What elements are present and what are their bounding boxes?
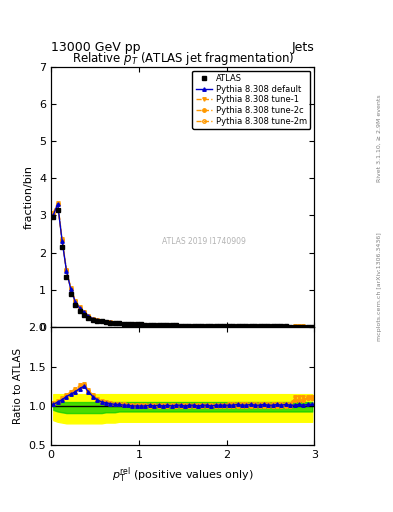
Pythia 8.308 tune-2m [305, 324, 310, 330]
Pythia 8.308 tune-1 [55, 200, 60, 206]
Pythia 8.308 tune-2c [55, 201, 60, 207]
Pythia 8.308 default [143, 322, 148, 328]
Line: Pythia 8.308 default: Pythia 8.308 default [51, 202, 314, 328]
ATLAS [310, 324, 314, 330]
Text: Rivet 3.1.10, ≥ 2.9M events: Rivet 3.1.10, ≥ 2.9M events [377, 94, 382, 182]
Pythia 8.308 default [310, 324, 314, 330]
Pythia 8.308 tune-2m [55, 201, 60, 207]
Pythia 8.308 default [139, 322, 143, 328]
Pythia 8.308 tune-2m [143, 322, 148, 328]
X-axis label: $p_{\rm T}^{\rm rel}$ (positive values only): $p_{\rm T}^{\rm rel}$ (positive values o… [112, 466, 253, 485]
Pythia 8.308 tune-2c [139, 322, 143, 328]
ATLAS [139, 322, 143, 328]
ATLAS [99, 318, 104, 325]
Pythia 8.308 tune-2m [218, 323, 222, 329]
Legend: ATLAS, Pythia 8.308 default, Pythia 8.308 tune-1, Pythia 8.308 tune-2c, Pythia 8: ATLAS, Pythia 8.308 default, Pythia 8.30… [193, 71, 310, 129]
ATLAS [121, 321, 126, 327]
Pythia 8.308 tune-2c [143, 322, 148, 328]
Pythia 8.308 tune-1 [218, 323, 222, 329]
Y-axis label: fraction/bin: fraction/bin [24, 165, 33, 229]
Pythia 8.308 tune-2c [99, 318, 104, 324]
Pythia 8.308 tune-1 [130, 321, 135, 327]
ATLAS [218, 323, 222, 329]
Pythia 8.308 default [55, 201, 60, 207]
Title: Relative $p_T$ (ATLAS jet fragmentation): Relative $p_T$ (ATLAS jet fragmentation) [72, 50, 294, 67]
Pythia 8.308 tune-1 [51, 210, 56, 216]
Pythia 8.308 tune-2m [121, 321, 126, 327]
Pythia 8.308 tune-1 [310, 324, 314, 330]
Pythia 8.308 tune-2c [51, 211, 56, 217]
Line: ATLAS: ATLAS [51, 207, 315, 329]
Pythia 8.308 tune-2m [99, 318, 104, 324]
Pythia 8.308 tune-1 [305, 324, 310, 330]
Pythia 8.308 tune-2m [130, 321, 135, 327]
Pythia 8.308 default [218, 323, 222, 329]
Pythia 8.308 tune-2c [130, 321, 135, 327]
Pythia 8.308 tune-2m [51, 211, 56, 217]
Pythia 8.308 default [305, 324, 310, 330]
Line: Pythia 8.308 tune-2c: Pythia 8.308 tune-2c [51, 202, 314, 328]
Pythia 8.308 default [99, 318, 104, 324]
Pythia 8.308 tune-1 [99, 318, 104, 324]
Pythia 8.308 tune-1 [139, 322, 143, 328]
Pythia 8.308 default [51, 212, 56, 218]
Pythia 8.308 tune-2c [310, 324, 314, 330]
Text: mcplots.cern.ch [arXiv:1306.3436]: mcplots.cern.ch [arXiv:1306.3436] [377, 232, 382, 341]
Y-axis label: Ratio to ATLAS: Ratio to ATLAS [13, 348, 23, 424]
Pythia 8.308 tune-1 [121, 321, 126, 327]
ATLAS [55, 207, 60, 213]
Pythia 8.308 default [130, 321, 135, 327]
Pythia 8.308 tune-2m [310, 324, 314, 330]
ATLAS [143, 322, 148, 328]
Text: Jets: Jets [292, 41, 314, 54]
Pythia 8.308 tune-2c [305, 324, 310, 330]
Pythia 8.308 tune-2c [121, 321, 126, 327]
Pythia 8.308 tune-1 [143, 322, 148, 328]
Text: ATLAS 2019 I1740909: ATLAS 2019 I1740909 [162, 237, 246, 246]
Pythia 8.308 default [121, 321, 126, 327]
ATLAS [51, 214, 56, 220]
ATLAS [130, 321, 135, 327]
ATLAS [305, 324, 310, 330]
Pythia 8.308 tune-2m [139, 322, 143, 328]
Pythia 8.308 tune-2c [218, 323, 222, 329]
Line: Pythia 8.308 tune-1: Pythia 8.308 tune-1 [51, 201, 314, 328]
Line: Pythia 8.308 tune-2m: Pythia 8.308 tune-2m [51, 202, 314, 328]
Text: 13000 GeV pp: 13000 GeV pp [51, 41, 141, 54]
